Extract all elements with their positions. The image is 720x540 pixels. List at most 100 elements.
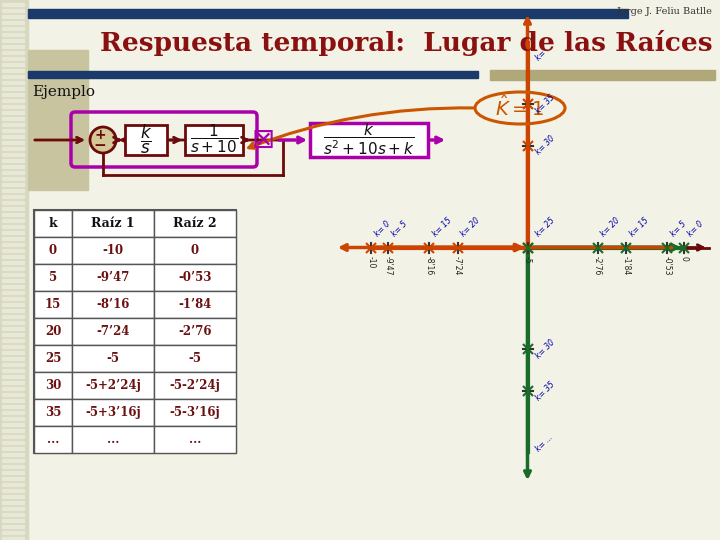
Bar [2,477,24,480]
Bar [2,183,24,186]
Bar [72,399,154,426]
Bar [2,459,24,462]
Text: k= 15: k= 15 [431,216,454,239]
Bar [2,243,24,246]
Bar [72,291,154,318]
Bar [2,153,24,156]
Bar [34,210,236,453]
Bar [2,201,24,204]
Text: k= ...: k= ... [534,433,555,454]
Bar [2,225,24,228]
Bar [2,105,24,108]
Text: ...: ... [189,433,201,446]
Bar [2,3,24,6]
Bar [2,21,24,24]
Text: Respuesta temporal:  Lugar de las Raíces: Respuesta temporal: Lugar de las Raíces [100,30,713,56]
Bar [2,351,24,354]
Bar [2,273,24,276]
Text: 15: 15 [45,298,61,311]
Bar [2,261,24,264]
Text: -5: -5 [107,352,120,365]
Bar [2,507,24,510]
Bar [2,303,24,306]
Text: -9’47: -9’47 [96,271,130,284]
Text: -5: -5 [189,352,202,365]
Bar [2,219,24,222]
Bar [2,483,24,486]
Bar [72,210,154,237]
Bar [2,81,24,84]
Bar [72,318,154,345]
Bar [2,435,24,438]
Text: Raíz 1: Raíz 1 [91,217,135,230]
Text: -8’16: -8’16 [96,298,130,311]
Bar [2,279,24,282]
Bar [34,426,72,453]
Bar [2,267,24,270]
Bar [2,495,24,498]
Bar [2,411,24,414]
Text: k= 30: k= 30 [534,134,557,157]
Bar [2,375,24,378]
Bar [154,318,236,345]
Text: k= 30: k= 30 [534,338,557,361]
Bar [2,453,24,456]
Bar [34,264,72,291]
Bar [28,9,628,18]
Text: Jorge J. Feliu Batlle: Jorge J. Feliu Batlle [617,7,713,16]
Text: -2’76: -2’76 [179,325,212,338]
Text: -1’84: -1’84 [179,298,212,311]
Bar [2,297,24,300]
Bar [2,387,24,390]
Bar [2,165,24,168]
Bar [2,69,24,72]
Text: -2'76: -2'76 [593,256,602,276]
Circle shape [90,127,116,153]
Bar [2,93,24,96]
Bar [2,51,24,54]
Bar [2,285,24,288]
Text: ...: ... [107,433,120,446]
Bar [28,50,88,190]
Text: −: − [94,138,107,153]
Bar [2,75,24,78]
Text: -7'24: -7'24 [453,256,462,276]
Text: k= 35: k= 35 [534,380,557,402]
Bar [72,426,154,453]
Text: 0: 0 [49,244,57,257]
Bar [2,195,24,198]
FancyBboxPatch shape [310,123,428,157]
Bar [2,291,24,294]
Bar [2,369,24,372]
Text: k= 35: k= 35 [534,92,557,115]
Bar [2,207,24,210]
Bar [2,465,24,468]
Bar [2,141,24,144]
Bar [2,525,24,528]
Bar [2,147,24,150]
Text: -1'84: -1'84 [622,256,631,276]
Bar [2,315,24,318]
Bar [154,237,236,264]
Bar [154,399,236,426]
Bar [2,357,24,360]
Text: k= 5: k= 5 [390,219,409,239]
Bar [2,363,24,366]
Text: 20: 20 [45,325,61,338]
Text: 30: 30 [45,379,61,392]
Bar [2,159,24,162]
Bar [2,471,24,474]
Text: Raíz 2: Raíz 2 [174,217,217,230]
Text: k= 25: k= 25 [534,216,557,239]
Text: k= 20: k= 20 [600,216,622,239]
Bar [2,39,24,42]
Bar [2,381,24,384]
Bar [154,372,236,399]
Bar [2,531,24,534]
Text: k= 15: k= 15 [629,216,651,239]
Bar [2,15,24,18]
Text: -10: -10 [366,256,376,269]
Bar [2,45,24,48]
Bar [490,70,715,80]
Bar [2,441,24,444]
